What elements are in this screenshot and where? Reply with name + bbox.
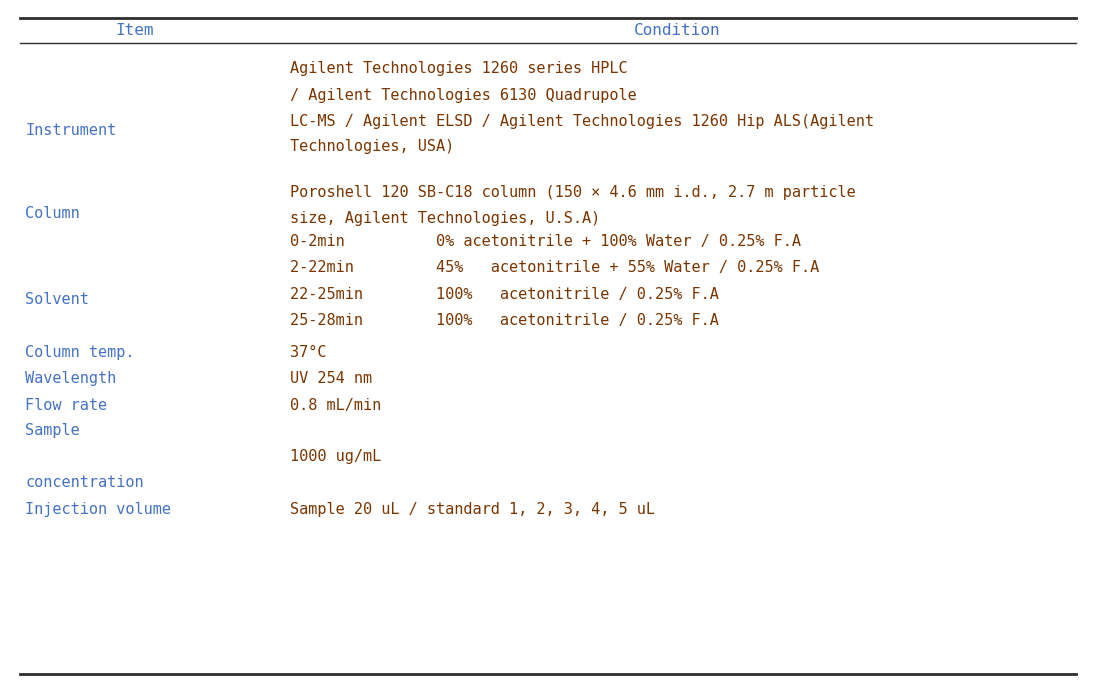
Text: 22-25min        100%   acetonitrile / 0.25% F.A: 22-25min 100% acetonitrile / 0.25% F.A <box>290 287 719 302</box>
Text: Condition: Condition <box>633 23 721 38</box>
Text: 0-2min          0% acetonitrile + 100% Water / 0.25% F.A: 0-2min 0% acetonitrile + 100% Water / 0.… <box>290 234 801 249</box>
Text: Agilent Technologies 1260 series HPLC: Agilent Technologies 1260 series HPLC <box>290 61 628 76</box>
Text: Column: Column <box>25 206 80 221</box>
Text: Wavelength: Wavelength <box>25 371 116 387</box>
Text: 25-28min        100%   acetonitrile / 0.25% F.A: 25-28min 100% acetonitrile / 0.25% F.A <box>290 313 719 328</box>
Text: Solvent: Solvent <box>25 292 89 307</box>
Text: 37°C: 37°C <box>290 345 327 360</box>
Text: / Agilent Technologies 6130 Quadrupole: / Agilent Technologies 6130 Quadrupole <box>290 88 637 103</box>
Text: 2-22min         45%   acetonitrile + 55% Water / 0.25% F.A: 2-22min 45% acetonitrile + 55% Water / 0… <box>290 260 820 275</box>
Text: LC-MS / Agilent ELSD / Agilent Technologies 1260 Hip ALS(Agilent: LC-MS / Agilent ELSD / Agilent Technolog… <box>290 114 875 129</box>
Text: Injection volume: Injection volume <box>25 502 171 517</box>
Text: Column temp.: Column temp. <box>25 345 135 360</box>
Text: Technologies, USA): Technologies, USA) <box>290 139 455 154</box>
Text: Sample: Sample <box>25 423 80 438</box>
Text: Item: Item <box>115 23 155 38</box>
Text: 0.8 mL/min: 0.8 mL/min <box>290 398 381 413</box>
Text: Flow rate: Flow rate <box>25 398 107 413</box>
Text: 1000 ug/mL: 1000 ug/mL <box>290 449 381 464</box>
Text: Poroshell 120 SB-C18 column (150 × 4.6 mm i.d., 2.7 m particle: Poroshell 120 SB-C18 column (150 × 4.6 m… <box>290 185 856 200</box>
Text: concentration: concentration <box>25 475 144 490</box>
Text: Instrument: Instrument <box>25 123 116 138</box>
Text: size, Agilent Technologies, U.S.A): size, Agilent Technologies, U.S.A) <box>290 211 601 226</box>
Text: Sample 20 uL / standard 1, 2, 3, 4, 5 uL: Sample 20 uL / standard 1, 2, 3, 4, 5 uL <box>290 502 655 517</box>
Text: UV 254 nm: UV 254 nm <box>290 371 373 387</box>
